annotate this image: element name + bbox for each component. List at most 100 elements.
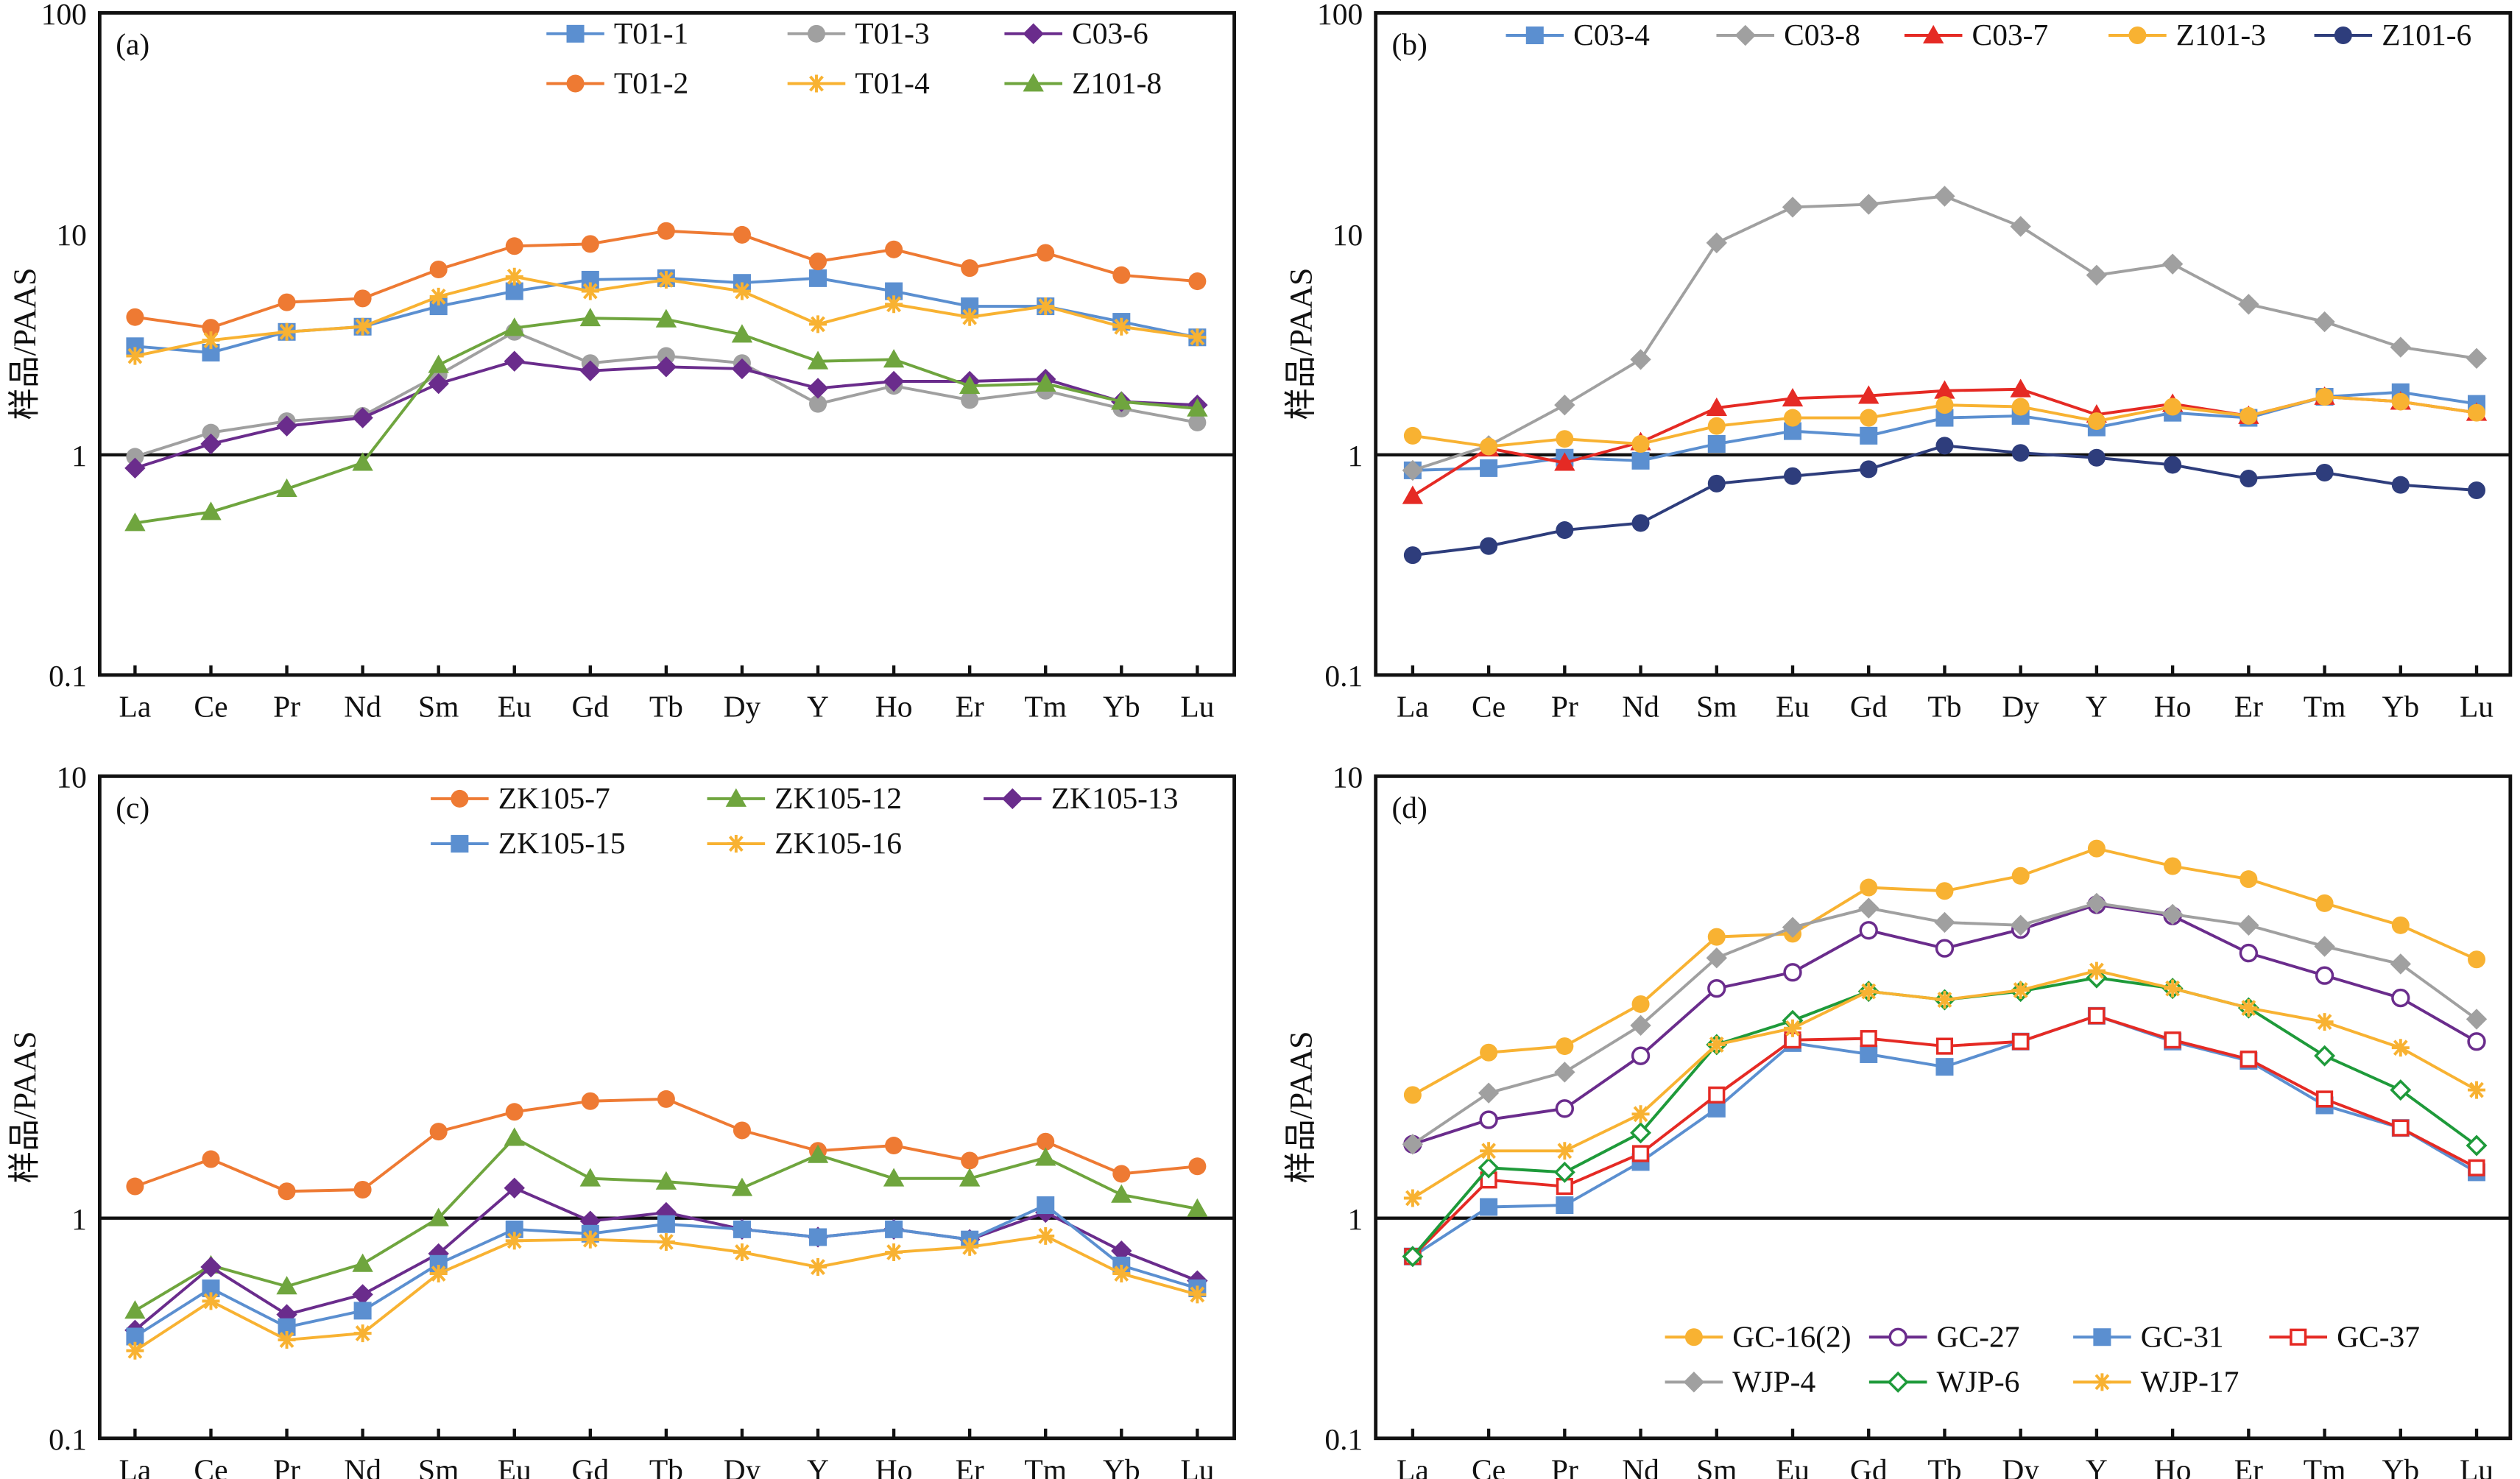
legend-label: GC-16(2) (1732, 1319, 1851, 1354)
y-tick-label: 0.1 (1324, 659, 1363, 693)
asterisk-marker (2240, 999, 2258, 1017)
diamond-marker (200, 433, 222, 455)
series-Z101-3 (1403, 388, 2486, 456)
asterisk-marker (581, 282, 599, 300)
x-tick-label: Pr (1551, 1453, 1578, 1479)
legend-label: ZK105-7 (498, 781, 610, 815)
circle-marker (2011, 398, 2030, 416)
y-tick-label: 1 (71, 1202, 87, 1236)
asterisk-marker (809, 315, 827, 333)
open-circle-marker (1935, 939, 1955, 958)
legend-label: WJP-6 (1937, 1364, 2020, 1398)
square-marker (1037, 1196, 1055, 1215)
y-axis-label: 样品/PAAS (1283, 268, 1319, 420)
legend-item: GC-27 (1868, 1319, 2019, 1353)
asterisk-marker (353, 1324, 372, 1343)
legend-item: T01-4 (787, 66, 930, 100)
diamond-marker (2390, 953, 2411, 975)
circle-marker (1188, 1157, 1207, 1176)
x-tick-label: Tb (1927, 690, 1961, 724)
series-T01-4 (126, 267, 1207, 365)
triangle-marker (959, 1168, 981, 1187)
legend-item: ZK105-7 (431, 781, 610, 815)
circle-marker (429, 1123, 448, 1141)
legend-label: T01-4 (855, 66, 930, 100)
legend-item: C03-8 (1716, 18, 1860, 52)
diamond-marker (428, 373, 449, 395)
circle-marker (1112, 1165, 1131, 1183)
circle-marker (2240, 470, 2258, 488)
x-tick-label: Ce (1472, 1453, 1506, 1479)
diamond-marker (2086, 892, 2108, 914)
square-marker (733, 1220, 751, 1238)
circle-marker (1860, 409, 1878, 427)
triangle-marker (504, 1127, 525, 1146)
diamond-marker (2161, 903, 2184, 925)
triangle-marker (352, 1253, 373, 1272)
asterisk-marker (505, 267, 523, 286)
diamond-marker (1782, 197, 1804, 218)
asterisk-marker (1112, 317, 1131, 336)
open-square-marker (2012, 1033, 2030, 1051)
asterisk-marker (885, 295, 903, 314)
circle-marker (505, 237, 523, 255)
series-Z101-6 (1403, 437, 2486, 565)
circle-marker (2164, 398, 2182, 416)
plot-frame (97, 11, 1236, 677)
triangle-marker (352, 452, 373, 471)
triangle-marker (1187, 398, 1208, 417)
circle-marker (202, 423, 220, 442)
x-tick-label: Ce (1472, 690, 1506, 724)
legend-label: GC-31 (2141, 1319, 2224, 1353)
triangle-marker (276, 478, 297, 498)
asterisk-marker (1480, 1142, 1498, 1160)
open-diamond-marker (1887, 1371, 1909, 1393)
legend-item: ZK105-12 (707, 781, 902, 815)
triangle-marker (124, 1300, 146, 1319)
open-square-marker (2468, 1159, 2485, 1176)
asterisk-marker (961, 1238, 979, 1256)
circle-marker (807, 24, 826, 43)
legend-item: ZK105-15 (431, 826, 626, 860)
circle-marker (1556, 1037, 1574, 1056)
circle-marker (657, 347, 675, 365)
x-tick-label: Ce (194, 690, 227, 724)
circle-marker (1935, 396, 1954, 414)
diamond-marker (807, 378, 829, 399)
open-circle-marker (1555, 1099, 1574, 1118)
series-ZK105-12 (124, 1127, 1208, 1319)
circle-marker (2315, 388, 2334, 406)
triangle-marker (959, 375, 981, 395)
diamond-marker (579, 360, 601, 381)
diamond-marker (2010, 216, 2031, 237)
circle-marker (278, 1182, 296, 1201)
x-tick-label: Tm (1024, 690, 1067, 724)
triangle-marker (655, 308, 677, 328)
x-tick-label: Y (2086, 1453, 2108, 1479)
asterisk-marker (1707, 1035, 1726, 1053)
x-tick-label: Lu (2460, 1453, 2493, 1479)
diamond-marker (2466, 347, 2488, 370)
circle-marker (1707, 928, 1726, 946)
asterisk-marker (202, 1292, 220, 1310)
x-tick-label: Sm (1696, 690, 1737, 724)
triangle-marker (2010, 378, 2031, 398)
y-tick-label: 10 (56, 760, 86, 794)
legend-label: T01-2 (614, 66, 688, 100)
asterisk-marker (809, 1258, 827, 1277)
diamond-marker (1706, 947, 1727, 969)
square-marker (1935, 1058, 1954, 1076)
triangle-marker (731, 1177, 753, 1196)
asterisk-marker (429, 1265, 448, 1283)
square-marker (1480, 459, 1498, 477)
x-tick-label: Yb (1103, 1453, 1140, 1479)
x-tick-label: Ho (2154, 1453, 2192, 1479)
circle-marker (1631, 514, 1650, 532)
asterisk-marker (1037, 1226, 1055, 1245)
x-tick-label: Er (2234, 1453, 2263, 1479)
legend-item: Z101-6 (2314, 18, 2471, 52)
circle-marker (1480, 1043, 1498, 1062)
y-axis-label: 样品/PAAS (7, 268, 43, 420)
open-circle-marker (1859, 921, 1878, 940)
legend-item: T01-1 (546, 16, 688, 50)
